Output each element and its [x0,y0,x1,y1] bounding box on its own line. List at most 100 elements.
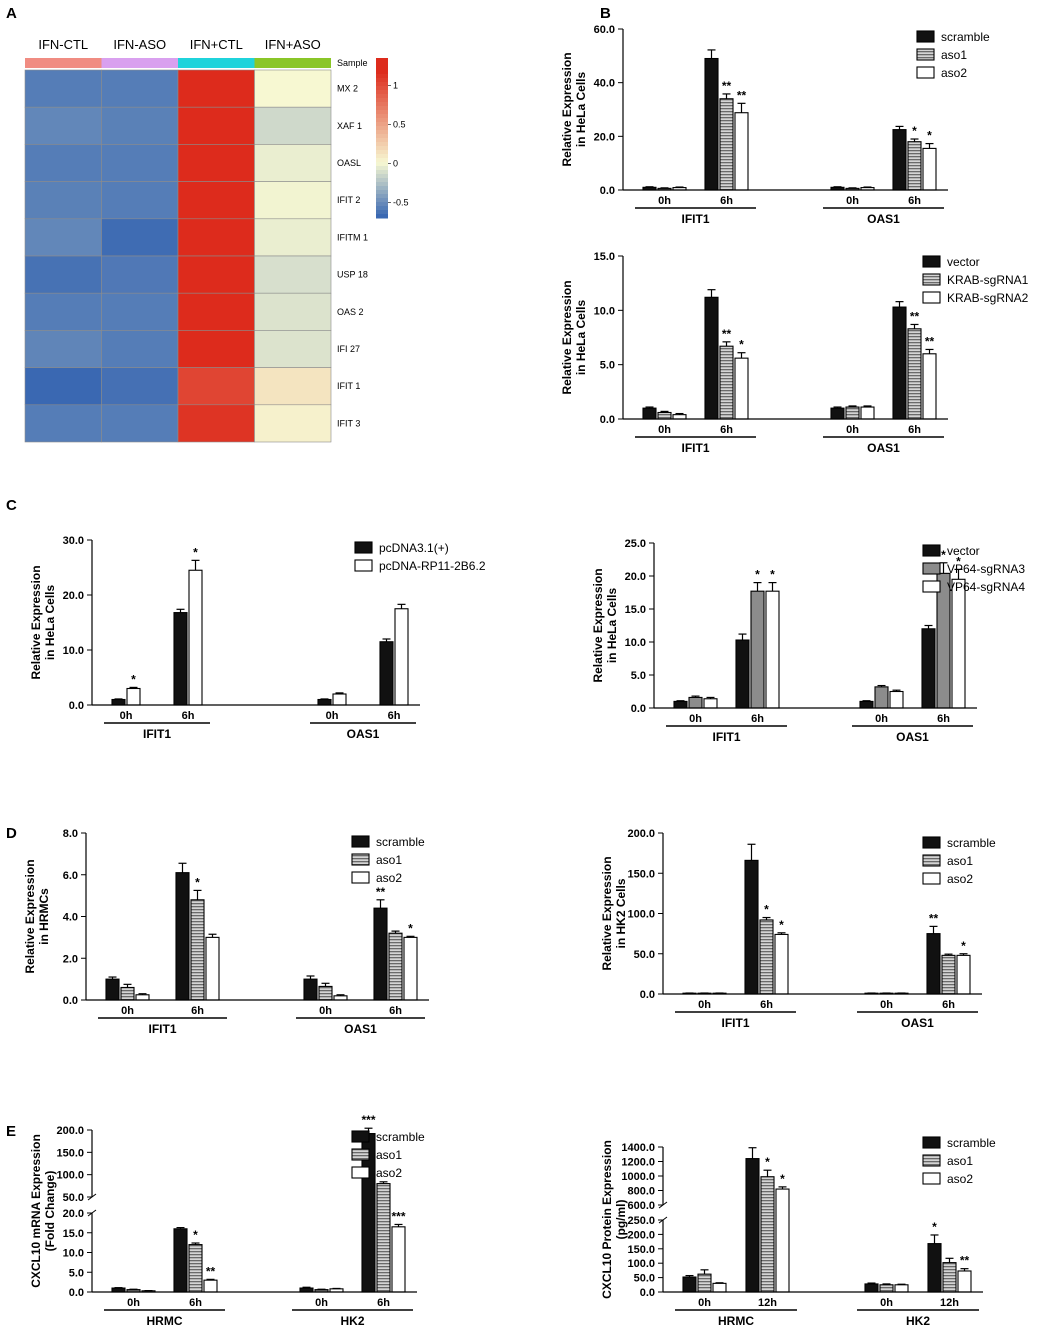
colorbar-tick-label: 0 [393,158,398,168]
timepoint-label: 12h [940,1297,959,1309]
legend-swatch [916,48,935,61]
significance-marker: * [193,1228,198,1242]
timepoint-label: 6h [942,999,955,1011]
bar-vector [859,700,874,709]
heatmap-sample-swatch [25,58,102,68]
bar-krab-sgrna1 [657,411,672,420]
legend-swatch [351,1166,370,1179]
bar-scramble [682,1276,697,1293]
y-tick-label: 600.0 [627,1200,655,1212]
bar-aso1 [190,899,205,1001]
colorbar-segment [376,178,388,183]
timepoint-label: 6h [189,1297,202,1309]
bar-scramble [373,907,388,1001]
legend-label: scramble [947,1136,996,1150]
significance-marker: *** [361,1113,375,1127]
significance-marker: ** [376,885,386,899]
heatmap-cell [101,330,179,368]
colorbar-segment [376,150,388,155]
legend-swatch [351,871,370,884]
group-label: IFIT1 [721,1016,749,1030]
heatmap: IFN-CTL IFN-ASO IFN+CTL IFN+ASO Sample MX 2 XA… [24,37,409,443]
heatmap-cell [24,181,102,220]
bar-aso1 [760,1176,775,1293]
bar-chart-e2: 600.0 800.0 1000.0 1200.0 1400.0 0.0 50.0 100.0… [600,1136,996,1328]
bar-scramble [892,129,907,191]
legend-swatch [916,30,935,43]
y-axis-title-line: CXCL10 Protein Expression [600,1140,614,1299]
y-tick-label: 0.0 [69,1287,84,1299]
y-tick-label: 5.0 [69,1267,84,1279]
legend-label: VP64-sgRNA4 [947,580,1025,594]
y-axis-title-line: in HeLa Cells [574,71,588,147]
y-tick-label: 100.0 [627,1258,655,1270]
bar-scramble [745,1158,760,1293]
bar-vector [642,407,657,420]
legend-swatch [354,541,373,554]
heatmap-cell [101,404,179,443]
bar-aso2 [403,936,418,1001]
y-tick-label: 6.0 [63,870,78,882]
bar-aso1 [376,1183,391,1293]
bar-aso2 [712,1282,727,1293]
legend-label: pcDNA-RP11-2B6.2 [379,559,486,573]
y-tick-label: 30.0 [63,535,84,547]
bar-aso2 [956,954,971,995]
group-label: IFIT1 [681,212,709,226]
timepoint-label: 0h [689,713,702,725]
legend-label: VP64-sgRNA3 [947,562,1025,576]
heatmap-cell [177,404,255,443]
panel-label-c: C [6,497,17,514]
bar-scramble [105,978,120,1001]
heatmap-cell [24,330,102,368]
y-tick-label: 25.0 [625,538,646,550]
timepoint-label: 6h [720,424,733,436]
colorbar-segment [376,58,388,63]
bar-vector [673,700,688,709]
colorbar-segment [376,134,388,139]
group-label: IFIT1 [712,730,740,744]
colorbar-segment [376,106,388,111]
colorbar-segment [376,90,388,95]
timepoint-label: 0h [880,1297,893,1309]
heatmap-cell [24,367,102,406]
y-tick-label: 1200.0 [621,1157,655,1169]
y-tick-label: 0.0 [640,989,655,1001]
colorbar-tick-label: -0.5 [393,197,409,207]
y-axis-title-line: Relative Expression [591,568,605,682]
significance-marker: * [408,921,413,935]
bar-vector [735,639,750,709]
y-axis-title-line: in HRMCs [37,888,51,945]
legend-swatch [351,835,370,848]
bar-pcdna-rp11-2b6-2 [394,608,409,706]
timepoint-label: 6h [191,1005,204,1017]
y-tick-label: 60.0 [594,24,615,36]
group-label: HRMC [718,1314,754,1328]
colorbar-segment [376,166,388,171]
heatmap-cell [177,218,255,257]
colorbar-segment [376,174,388,179]
y-tick-label: 200.0 [627,1229,655,1241]
heatmap-cell [177,69,255,108]
legend-label: scramble [376,835,425,849]
colorbar-tick-label: 0.5 [393,119,406,129]
heatmap-row-label: USP 18 [337,270,368,280]
y-axis-title-line: Relative Expression [29,565,43,679]
y-tick-label: 10.0 [594,305,615,317]
y-axis-title-line: (Fold Change) [43,1171,57,1252]
y-tick-label: 0.0 [640,1287,655,1299]
heatmap-sample-swatch [254,58,331,68]
colorbar-segment [376,154,388,159]
y-tick-label: 5.0 [631,670,646,682]
y-tick-label: 100.0 [627,909,655,921]
bar-chart-c2: 0.0 5.0 10.0 15.0 20.0 25.0 Relative Expressio… [591,538,1025,744]
significance-marker: ** [925,334,935,348]
bar-vector [892,306,907,420]
y-tick-label: 15.0 [625,604,646,616]
timepoint-label: 0h [698,1297,711,1309]
bar-aso2 [135,994,150,1001]
bar-aso1 [697,1273,712,1293]
group-label: HK2 [340,1314,364,1328]
y-axis-title: CXCL10 Protein Expression(pg/ml) [600,1140,628,1299]
